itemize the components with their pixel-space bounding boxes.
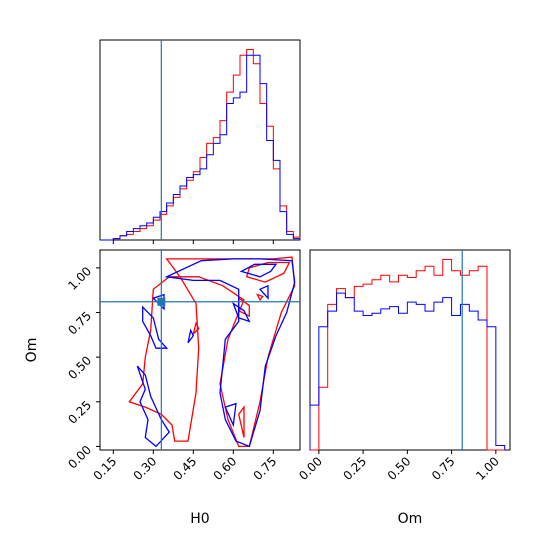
h0-histogram-series-1	[100, 54, 301, 241]
contour-xtick-label-4: 0.75	[251, 454, 280, 483]
h0-histogram-panel	[99, 39, 301, 244]
contour-frame	[99, 249, 301, 451]
contour-1-5	[231, 301, 251, 323]
contour-ytick-label-2: 0.50	[65, 353, 94, 382]
contour-ytick-label-1: 0.25	[65, 398, 94, 427]
contour-ytick-label-4: 1.00	[65, 264, 94, 293]
om-xtick-label-0: 0.00	[296, 454, 325, 483]
h0-histogram-frame	[99, 39, 301, 241]
contour-1-4	[239, 263, 278, 278]
x-axis-label-h0: H0	[190, 511, 209, 527]
om-xtick-label-4: 1.00	[473, 454, 502, 483]
y-axis-label-om: Om	[24, 338, 40, 363]
om-histogram-frame	[309, 249, 511, 451]
truth-marker	[157, 297, 166, 306]
om-xtick-label-3: 0.75	[429, 454, 458, 483]
contour-xtick-label-3: 0.60	[211, 454, 240, 483]
contour-0-5	[256, 293, 264, 302]
om-xtick-label-2: 0.50	[385, 454, 414, 483]
contour-1-3	[164, 258, 296, 448]
contour-ytick-label-0: 0.00	[65, 443, 94, 472]
contour-xtick-label-1: 0.30	[131, 454, 160, 483]
contour-ytick-label-3: 0.75	[65, 309, 94, 338]
contour-0-4	[192, 321, 200, 336]
contour-0-1	[245, 261, 291, 283]
om-histogram-series-0	[310, 259, 505, 451]
contour-1-8	[258, 284, 269, 300]
contour-1-1	[142, 305, 169, 349]
om-histogram-panel: 0.00 0.25 0.50 0.75 1.00 Om	[296, 249, 511, 527]
om-histogram-series-1	[309, 292, 506, 450]
contour-1-0	[136, 365, 171, 448]
contour-xtick-label-0: 0.15	[91, 454, 120, 483]
contour-0-0	[128, 256, 296, 448]
h0-histogram-series-0	[100, 49, 301, 241]
contour-1-6	[224, 402, 237, 428]
om-xtick-label-1: 0.25	[340, 454, 369, 483]
contour-0-3	[238, 405, 245, 438]
contour-1-7	[187, 328, 195, 344]
x-axis-label-om: Om	[398, 511, 423, 527]
h0-om-contour-panel: 0.15 0.30 0.45 0.60 0.75 0.00 0.25 0.50 0.75 1.0…	[24, 249, 301, 527]
contour-xtick-label-2: 0.45	[171, 454, 200, 483]
